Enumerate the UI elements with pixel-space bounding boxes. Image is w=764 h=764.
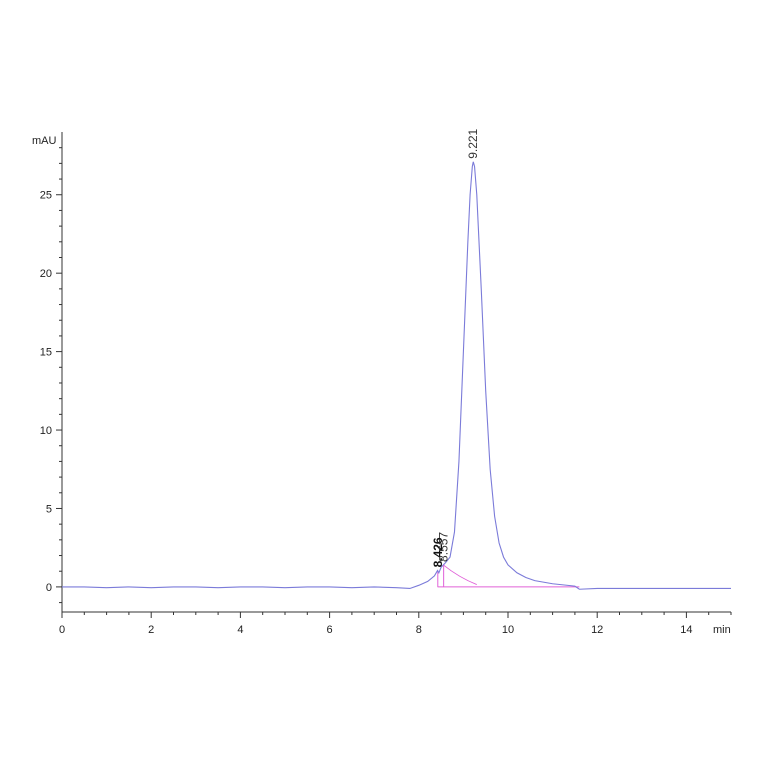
y-tick-label: 5 bbox=[46, 503, 52, 515]
x-tick-label: 2 bbox=[148, 624, 154, 636]
y-axis-unit-label: mAU bbox=[32, 135, 57, 147]
x-tick-label: 12 bbox=[591, 624, 603, 636]
x-axis-unit-label: min bbox=[713, 624, 731, 636]
peak-skim-line bbox=[443, 564, 477, 585]
y-tick-label: 10 bbox=[40, 425, 52, 437]
signal-trace bbox=[62, 161, 731, 590]
y-tick-label: 20 bbox=[40, 268, 52, 280]
peak-label: 9.221 bbox=[466, 128, 480, 158]
x-tick-label: 8 bbox=[416, 624, 422, 636]
peak-label: 8.557 bbox=[437, 532, 451, 562]
x-tick-label: 6 bbox=[327, 624, 333, 636]
y-tick-label: 25 bbox=[40, 190, 52, 202]
x-tick-label: 4 bbox=[237, 624, 243, 636]
ticks: 0 2 4 6 8 10 12 14 0 5 10 15 20 25 bbox=[40, 147, 732, 636]
peak-label: 8.426 bbox=[431, 537, 445, 567]
plot-area bbox=[62, 161, 731, 590]
axes bbox=[61, 132, 731, 613]
x-tick-label: 10 bbox=[502, 624, 514, 636]
x-tick-label: 14 bbox=[680, 624, 692, 636]
y-tick-label: 0 bbox=[46, 582, 52, 594]
y-tick-label: 15 bbox=[40, 347, 52, 359]
x-tick-label: 0 bbox=[59, 624, 65, 636]
